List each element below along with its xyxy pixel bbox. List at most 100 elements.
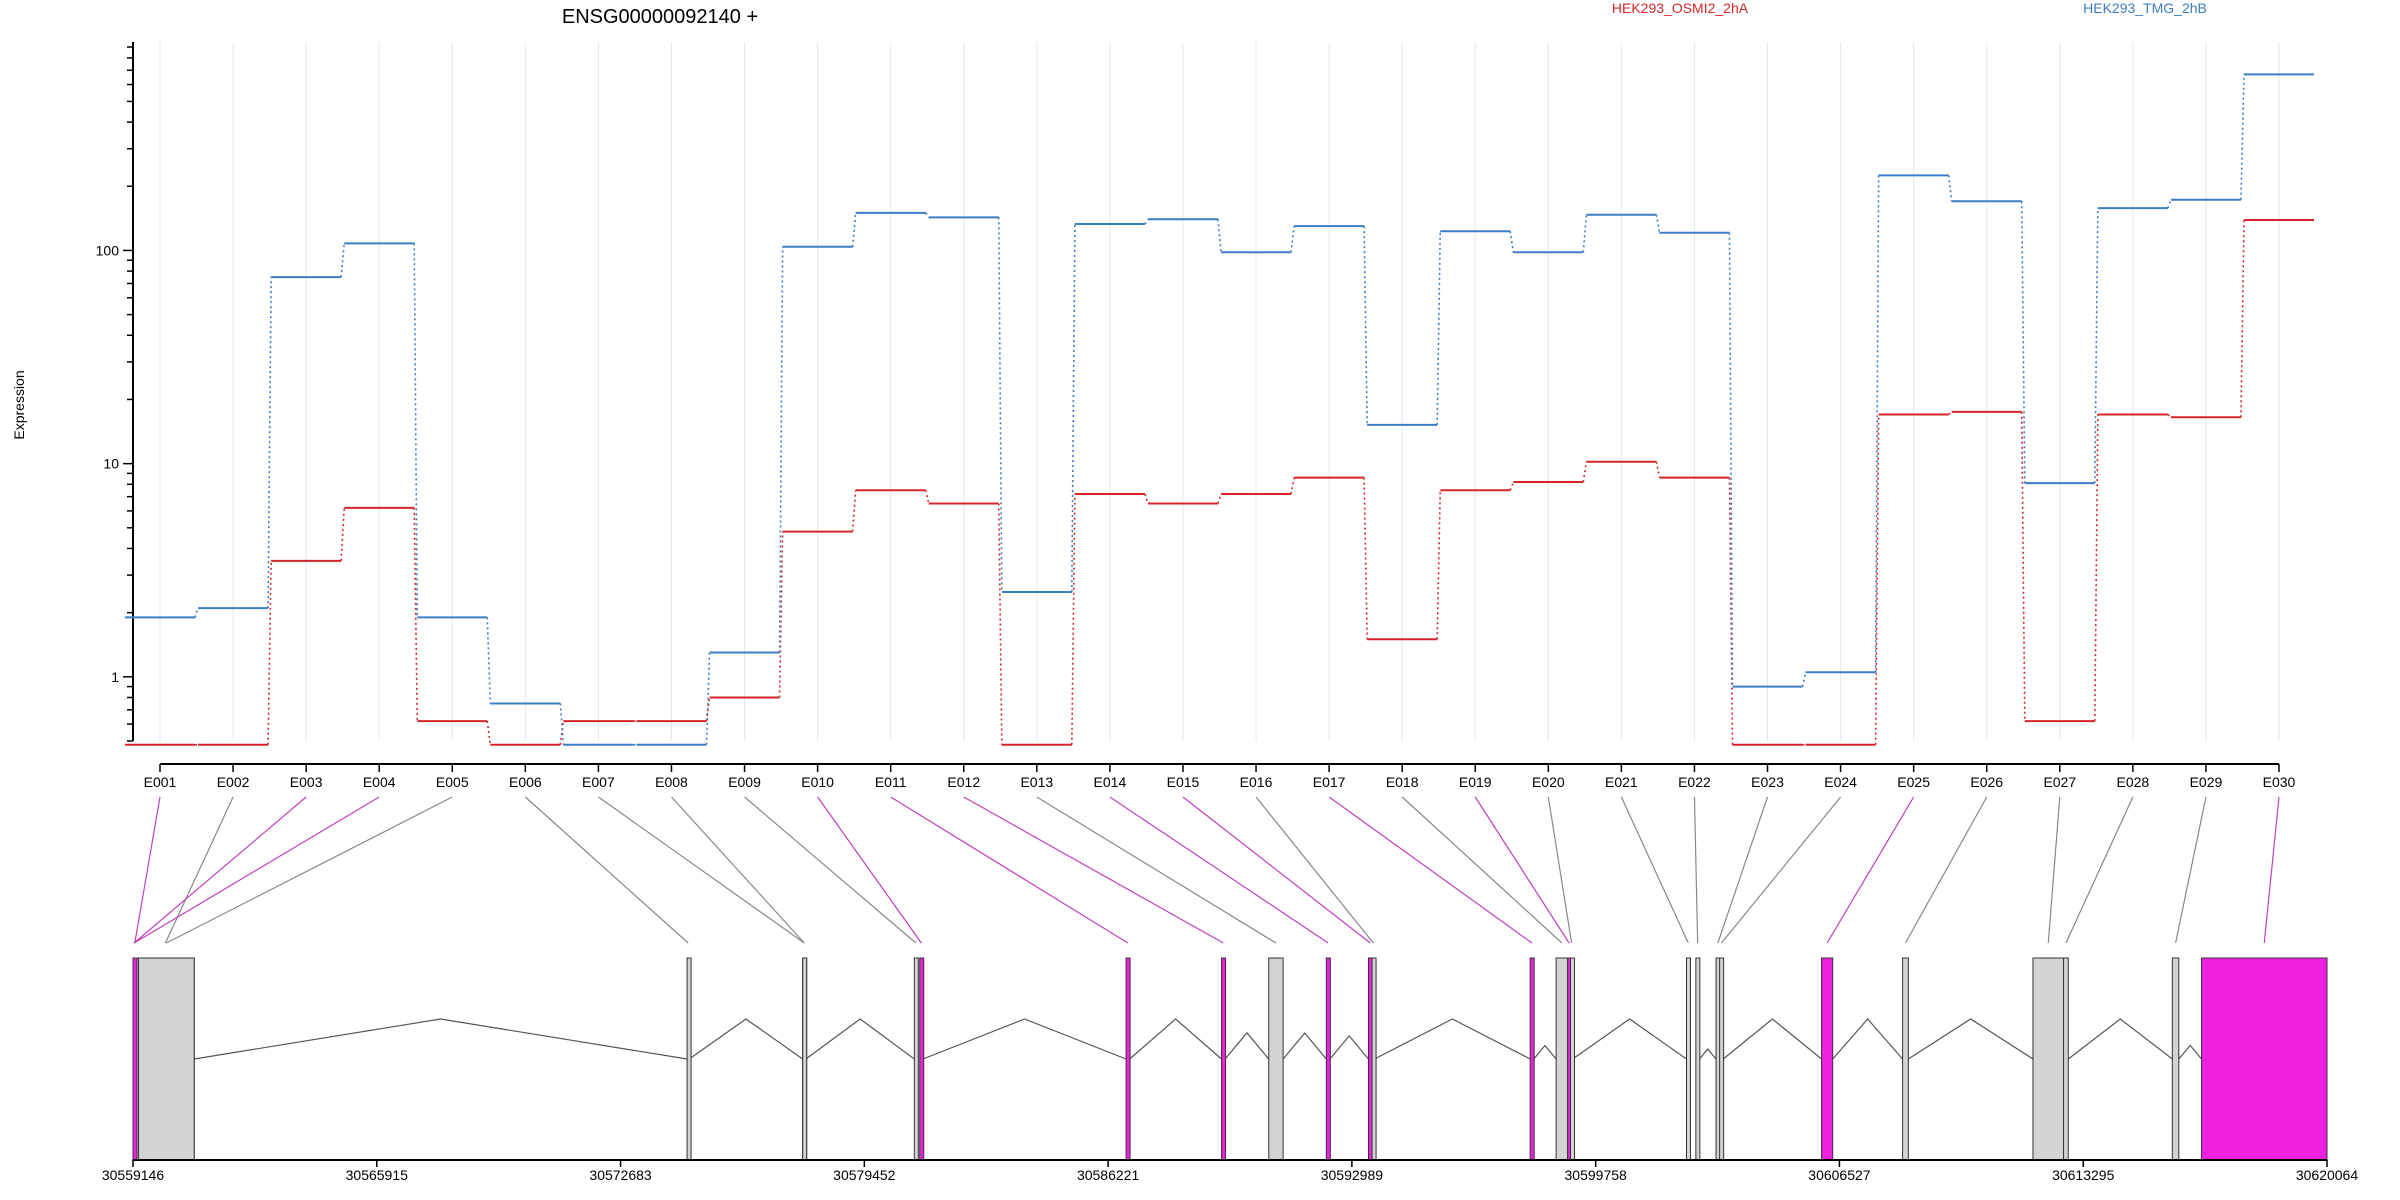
connector-segment	[1728, 477, 1734, 745]
exon-link-e009	[744, 796, 917, 944]
exon-link-e029	[2175, 796, 2207, 944]
connector-segment	[1947, 175, 1953, 202]
x-tick-label-e012: E012	[947, 774, 980, 790]
connector-segment	[1509, 481, 1515, 491]
x-tick-label-e024: E024	[1824, 774, 1857, 790]
exon-box-e025	[1821, 957, 1834, 1161]
exon-box-e009	[913, 957, 919, 1161]
x-tick-label-e020: E020	[1532, 774, 1565, 790]
connector-segment	[2167, 413, 2172, 418]
x-tick-label-e011: E011	[875, 774, 907, 790]
exon-link-e025	[1826, 796, 1915, 944]
intron-line	[1699, 1048, 1717, 1060]
connector-segment	[1144, 493, 1149, 504]
exon-link-e002	[164, 796, 234, 944]
exon-box-e012	[1221, 957, 1227, 1161]
x-tick-label-e019: E019	[1459, 774, 1492, 790]
connector-segment	[194, 607, 199, 618]
exon-link-e023	[1717, 796, 1769, 944]
x-tick-label-e002: E002	[217, 774, 250, 790]
connector-segment	[1655, 214, 1661, 233]
exon-box-e004	[132, 957, 138, 1161]
connector-segment	[705, 652, 711, 745]
x-tick-label-e004: E004	[363, 774, 396, 790]
exon-link-e012	[963, 796, 1224, 944]
x-tick-label-e021: E021	[1605, 774, 1638, 790]
exon-link-e021	[1620, 796, 1689, 944]
intron-line	[1129, 1018, 1222, 1060]
x-tick-label-e029: E029	[2190, 774, 2223, 790]
connector-segment	[413, 243, 419, 618]
exon-box-e022	[1695, 957, 1701, 1161]
x-tick-label-e016: E016	[1240, 774, 1273, 790]
genomic-coordinate-label: 30599758	[1565, 1167, 1628, 1183]
exon-connectors	[133, 796, 2280, 944]
x-tick-label-e014: E014	[1094, 774, 1127, 790]
exon-box-e030	[2201, 957, 2328, 1161]
connector-segment	[2093, 208, 2099, 484]
connector-segment	[1582, 461, 1588, 483]
x-tick-label-e013: E013	[1020, 774, 1053, 790]
x-tick-label-e026: E026	[1970, 774, 2003, 790]
exon-link-e015	[1182, 796, 1371, 944]
connector-segment	[267, 560, 272, 745]
x-tick-label-e010: E010	[801, 774, 834, 790]
intron-line	[688, 1018, 804, 1060]
connector-segment	[997, 503, 1003, 745]
x-tick-label-e025: E025	[1897, 774, 1930, 790]
connector-segment	[997, 217, 1003, 592]
genomic-coordinate-label: 30559146	[102, 1167, 165, 1183]
exon-link-e016	[1255, 796, 1374, 944]
connector-segment	[1655, 461, 1661, 478]
intron-line	[1722, 1018, 1822, 1060]
genomic-coordinate-label: 30565915	[346, 1167, 409, 1183]
exon-link-e028	[2065, 796, 2134, 944]
exon-box-e017	[1529, 957, 1535, 1161]
connector-segment	[486, 720, 492, 745]
exon-link-e001	[134, 796, 161, 944]
exon-link-e007	[598, 796, 805, 944]
connector-segment	[1948, 411, 1953, 416]
exon-link-e005	[166, 796, 453, 944]
intron-line	[1224, 1031, 1270, 1060]
connector-segment	[2240, 74, 2245, 200]
connector-segment	[2020, 411, 2026, 722]
intron-line	[1572, 1018, 1687, 1060]
x-tick-label-e028: E028	[2117, 774, 2150, 790]
exon-box-e005	[138, 957, 195, 1161]
exon-box-e016	[1371, 957, 1377, 1161]
genomic-axis: 30559146 30565915 30572683 30579452 30586221…	[102, 1159, 2358, 1183]
intron-line	[1533, 1044, 1557, 1060]
x-tick-label-e017: E017	[1313, 774, 1346, 790]
axes-layer: 1 10 100 E001 E002 E003 E004 E005 E006 E007 E008 E0…	[96, 42, 2296, 790]
exon-link-e024	[1720, 796, 1842, 944]
genomic-coordinate-label: 30613295	[2052, 1167, 2115, 1183]
exon-box-e006	[686, 957, 692, 1161]
exon-box-e014	[1325, 957, 1331, 1161]
exon-link-e019	[1474, 796, 1570, 944]
connector-segment	[267, 277, 272, 609]
series-lines	[125, 73, 2314, 746]
connector-segment	[851, 490, 857, 532]
exon-link-e022	[1693, 796, 1699, 944]
connector-segment	[1509, 231, 1515, 253]
x-tick-label-e015: E015	[1167, 774, 1200, 790]
exon-link-e020	[1547, 796, 1573, 944]
exon-link-e004	[133, 796, 380, 944]
connector-segment	[1436, 490, 1442, 640]
exon-link-e011	[890, 796, 1129, 944]
x-tick-label-e007: E007	[582, 774, 615, 790]
intron-line	[2067, 1018, 2173, 1060]
x-tick-label-e030: E030	[2263, 774, 2296, 790]
exon-link-e017	[1328, 796, 1533, 944]
x-tick-label-e001: E001	[144, 774, 177, 790]
intron-line	[1282, 1032, 1327, 1060]
connector-segment	[1217, 219, 1222, 253]
y-tick-label: 100	[96, 242, 120, 258]
connector-segment	[2020, 201, 2026, 484]
genomic-coordinate-label: 30579452	[833, 1167, 896, 1183]
connector-segment	[340, 243, 346, 278]
connector-segment	[2093, 414, 2099, 722]
x-tick-label-e023: E023	[1751, 774, 1784, 790]
exon-box-e021	[1685, 957, 1691, 1161]
